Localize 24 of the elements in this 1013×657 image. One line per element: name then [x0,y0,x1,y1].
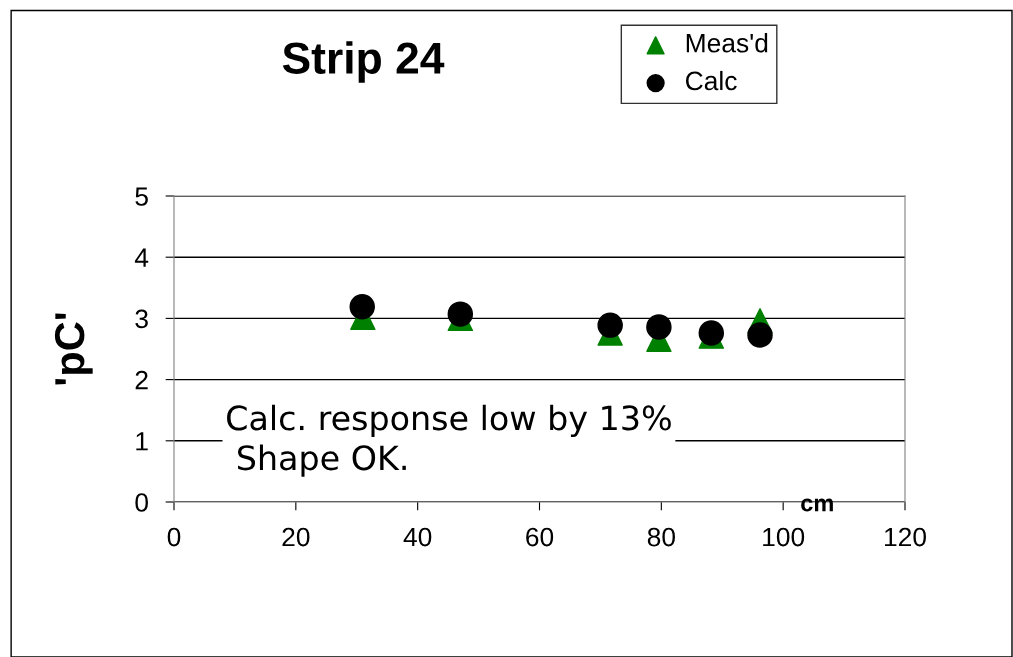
x-tick-label: 20 [282,527,310,547]
y-tick-label: 2 [135,370,148,390]
legend-label: Calc [685,70,737,91]
x-tick-label: 100 [763,527,805,547]
point [747,322,773,348]
x-tick-label: 60 [526,527,554,547]
point [447,301,474,327]
y-axis-title: 'pC' [54,313,93,385]
y-tick-label: 5 [135,187,148,206]
point [349,294,375,320]
x-axis-title: cm [801,498,833,512]
x-tick-label: 0 [167,527,181,547]
legend-label: Meas'd [686,33,768,53]
y-tick-label: 0 [135,493,148,512]
y-tick-label: 4 [134,248,149,267]
point [646,314,672,340]
point [597,312,623,338]
y-tick-label: 3 [135,309,148,329]
x-tick-label: 40 [403,527,432,547]
annotation: Calc. response low by 13% Shape OK. [227,404,671,477]
y-tick-label: 1 [136,432,148,451]
x-tick-label: 120 [885,527,926,547]
chart-title: Strip 24 [282,41,445,83]
x-tick-label: 80 [647,527,675,547]
